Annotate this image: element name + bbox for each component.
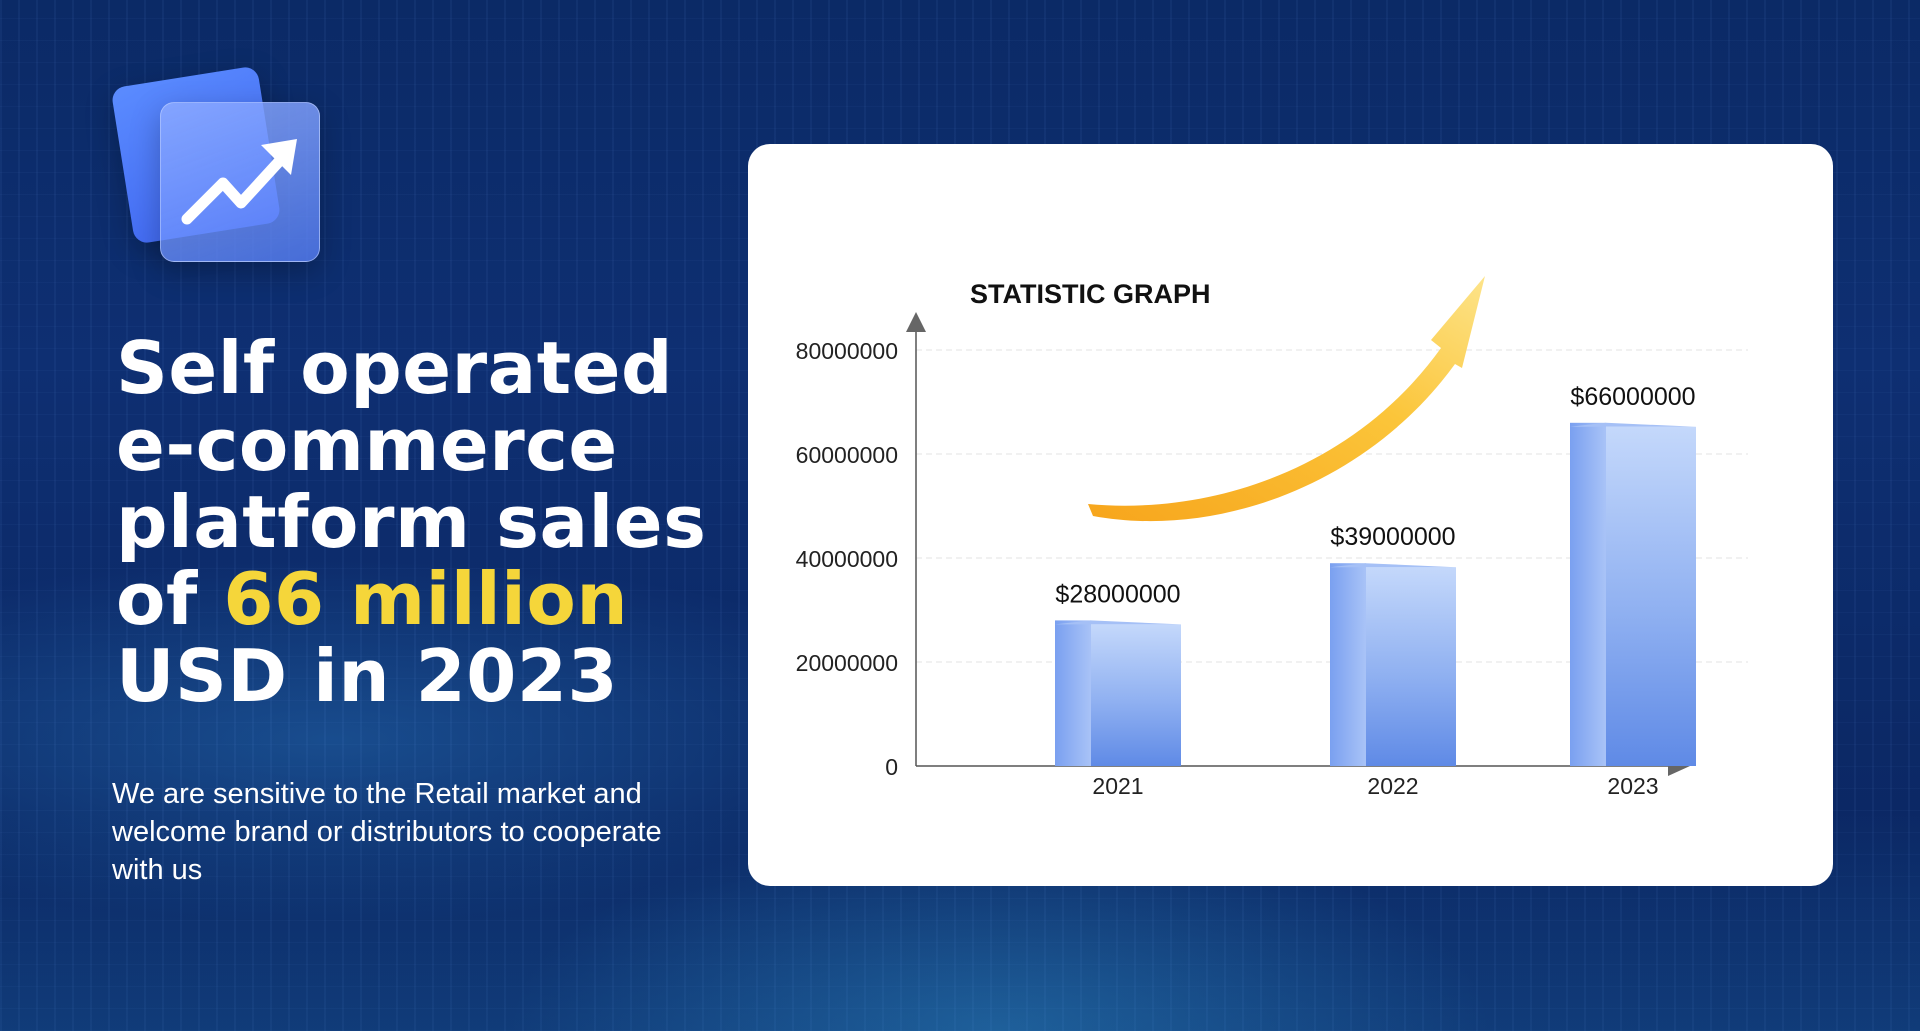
- y-tick-label: 80000000: [796, 338, 898, 364]
- y-tick-label: 60000000: [796, 442, 898, 468]
- headline: Self operated e-commerce platform sales …: [116, 330, 756, 715]
- bar-2023: [1570, 422, 1696, 766]
- data-label: $39000000: [1330, 523, 1455, 551]
- bar-2021: [1055, 620, 1181, 766]
- bar-2022: [1330, 563, 1456, 766]
- y-tick-label: 0: [885, 754, 898, 780]
- bar-chart: 0 20000000 40000000 60000000 80000000 $28000…: [796, 276, 1748, 799]
- y-axis-arrow: [906, 312, 926, 332]
- growth-arrow: [1088, 276, 1485, 522]
- headline-highlight: 66 million: [223, 557, 629, 641]
- y-tick-label: 40000000: [796, 546, 898, 572]
- bar-front: [1091, 624, 1181, 766]
- bar-top: [1330, 563, 1456, 568]
- bar-side: [1330, 563, 1366, 766]
- y-tick-label: 20000000: [796, 650, 898, 676]
- headline-line-2: e-commerce: [116, 403, 618, 487]
- data-label: $28000000: [1055, 580, 1180, 608]
- bar-side: [1055, 620, 1091, 766]
- chart-title: STATISTIC GRAPH: [970, 279, 1211, 309]
- description-text: We are sensitive to the Retail market an…: [112, 778, 662, 886]
- bar-top: [1055, 620, 1181, 625]
- headline-line-1: Self operated: [116, 326, 673, 410]
- bar-side: [1570, 422, 1606, 766]
- headline-line-5: USD in 2023: [116, 634, 619, 718]
- x-tick-label: 2023: [1607, 773, 1658, 799]
- chart-panel: STATISTIC GRAPH 0 20000000 40000000 6000000…: [748, 144, 1833, 886]
- data-label: $66000000: [1570, 383, 1695, 411]
- bar-front: [1606, 426, 1696, 766]
- trending-up-icon: [181, 139, 297, 225]
- bar-top: [1570, 422, 1696, 427]
- bar-front: [1366, 567, 1456, 766]
- x-tick-label: 2021: [1092, 773, 1143, 799]
- logo-card: [160, 102, 320, 262]
- headline-line-3: platform sales: [116, 480, 707, 564]
- x-tick-label: 2022: [1367, 773, 1418, 799]
- headline-of: of: [116, 557, 224, 641]
- headline-line-4: of 66 million: [116, 561, 756, 638]
